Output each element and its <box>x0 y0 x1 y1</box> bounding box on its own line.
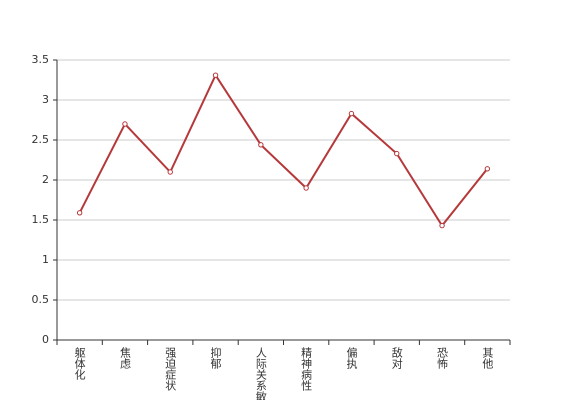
point <box>303 185 309 191</box>
point <box>76 210 83 216</box>
point <box>439 222 445 229</box>
x-tick-label: 焦虑 <box>118 347 131 369</box>
y-tick-label: 3.5 <box>32 53 50 66</box>
x-tick-label: 敌对 <box>390 346 403 369</box>
x-tick-label: 强迫症状 <box>164 347 177 391</box>
y-tick-label: 0.5 <box>32 293 50 306</box>
y-tick-label: 2.5 <box>32 133 50 146</box>
point <box>394 150 400 157</box>
y-tick-label: 3 <box>42 93 49 106</box>
x-tick-label: 恐怖 <box>436 347 449 369</box>
point <box>212 72 219 78</box>
y-tick-label: 0 <box>42 333 49 346</box>
point <box>122 121 128 127</box>
y-tick-label: 1.5 <box>32 213 50 226</box>
series-line <box>78 73 489 228</box>
x-tick-label: 偏执 <box>345 346 358 370</box>
point <box>484 166 491 172</box>
point <box>167 169 173 175</box>
x-tick-label: 躯体化 <box>73 347 86 381</box>
y-tick-label: 2 <box>42 173 49 186</box>
x-tick-label: 人际关系敏感 <box>254 347 267 400</box>
x-tick-label: 精神病性 <box>300 347 313 392</box>
point <box>348 110 355 117</box>
x-tick-label: 抑郁 <box>209 346 222 369</box>
y-tick-label: 1 <box>42 253 49 266</box>
x-tick-label: 其他 <box>481 347 494 369</box>
point <box>258 142 264 148</box>
